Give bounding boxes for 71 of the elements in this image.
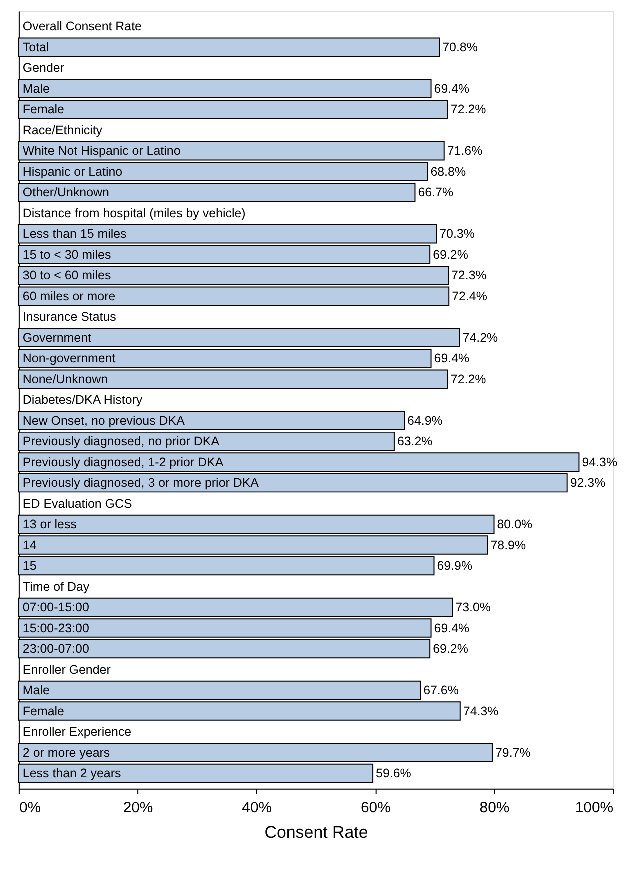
y-tick-label: ED Evaluation GCS (22, 496, 132, 511)
y-tick-label: Less than 15 miles (22, 227, 127, 242)
data-label: 69.2% (433, 248, 468, 262)
data-label: 63.2% (397, 434, 433, 449)
data-label: 72.2% (450, 372, 486, 386)
data-label: 59.6% (376, 766, 412, 780)
data-label: 72.4% (452, 289, 488, 304)
data-label: 94.3% (582, 455, 618, 470)
y-tick-label: Distance from hospital (miles by vehicle) (22, 206, 246, 220)
y-tick-label: 60 miles or more (22, 289, 116, 304)
y-tick-label: 2 or more years (22, 746, 110, 760)
y-tick-label: 30 to < 60 miles (22, 268, 112, 283)
y-tick-label: Government (22, 330, 92, 345)
y-tick-label: Time of Day (22, 580, 90, 594)
y-tick-label: Female (22, 704, 65, 718)
y-tick-label: Hispanic or Latino (22, 164, 123, 179)
y-tick-label: Gender (22, 61, 64, 76)
y-tick-label: 15:00-23:00 (22, 621, 90, 636)
data-label: 73.0% (456, 600, 491, 615)
x-tick-label: 40% (242, 799, 272, 816)
y-tick-label: 13 or less (22, 518, 77, 532)
y-tick-label: Insurance Status (22, 310, 116, 324)
y-tick-label: Other/Unknown (22, 186, 110, 200)
data-label: 78.9% (490, 538, 526, 552)
y-tick-label: White Not Hispanic or Latino (22, 144, 181, 158)
data-label: 69.4% (434, 621, 470, 636)
y-tick-label: Previously diagnosed, no prior DKA (22, 434, 220, 449)
y-tick-label: 23:00-07:00 (22, 642, 90, 656)
data-label: 70.3% (440, 227, 475, 242)
data-label: 72.2% (450, 102, 486, 117)
data-label: 71.6% (447, 144, 483, 158)
y-tick-label: New Onset, no previous DKA (22, 414, 186, 428)
x-tick-label: 100% (575, 799, 614, 816)
y-tick-label: 07:00-15:00 (22, 600, 90, 615)
y-tick-label: 15 (22, 559, 37, 574)
data-label: 67.6% (424, 684, 459, 698)
data-label: 68.8% (430, 164, 466, 179)
data-label: 72.3% (452, 268, 487, 283)
y-tick-label: Less than 2 years (22, 766, 122, 780)
y-tick-label: Diabetes/DKA History (22, 393, 144, 408)
data-label: 69.9% (437, 559, 473, 574)
data-label: 69.4% (434, 352, 470, 366)
x-tick-label: 80% (480, 799, 510, 816)
data-label: 70.8% (442, 40, 478, 54)
y-tick-label: Male (22, 684, 50, 698)
x-tick-label: 20% (123, 799, 154, 816)
y-tick-label: Female (22, 102, 65, 117)
y-tick-label: Previously diagnosed, 1-2 prior DKA (22, 455, 224, 470)
y-tick-label: Race/Ethnicity (22, 123, 104, 138)
x-axis-title: Consent Rate (264, 823, 368, 842)
data-label: 80.0% (497, 518, 533, 532)
data-label: 79.7% (495, 746, 531, 760)
data-label: 66.7% (418, 186, 454, 200)
data-label: 92.3% (570, 476, 606, 490)
y-tick-label: Overall Consent Rate (22, 20, 142, 34)
y-tick-label: Male (22, 82, 50, 96)
data-label: 64.9% (408, 414, 443, 428)
y-tick-label: Total (22, 40, 50, 54)
y-tick-label: 14 (22, 538, 37, 552)
y-tick-label: Enroller Gender (22, 662, 111, 677)
x-tick-label: 60% (360, 799, 391, 816)
y-tick-label: None/Unknown (22, 372, 108, 386)
y-tick-label: 15 to < 30 miles (22, 248, 112, 262)
data-label: 74.3% (463, 704, 499, 718)
y-tick-label: Enroller Experience (22, 725, 132, 740)
data-label: 69.4% (434, 82, 470, 96)
y-tick-label: Previously diagnosed, 3 or more prior DKA (22, 476, 260, 490)
data-label: 74.2% (462, 330, 498, 345)
x-tick-label: 0% (19, 799, 42, 816)
y-tick-label: Non-government (22, 352, 116, 366)
data-label: 69.2% (433, 642, 468, 656)
